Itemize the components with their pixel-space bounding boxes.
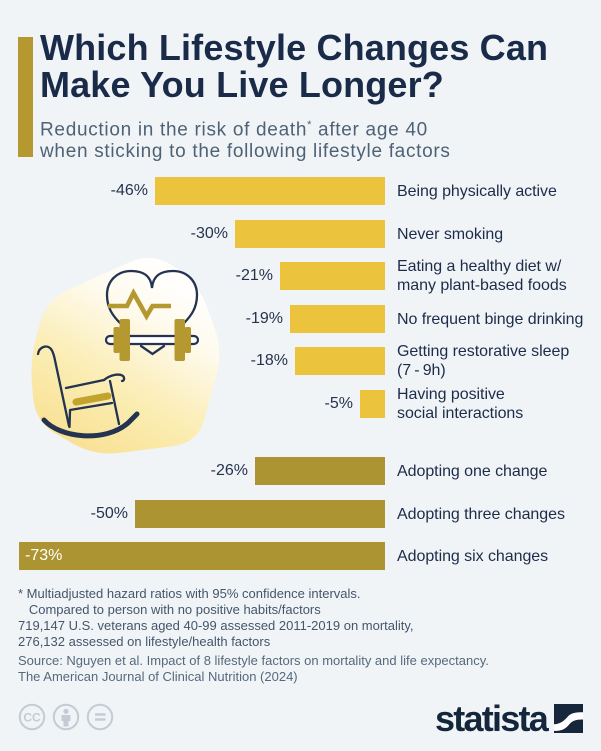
svg-text:CC: CC xyxy=(23,711,41,725)
